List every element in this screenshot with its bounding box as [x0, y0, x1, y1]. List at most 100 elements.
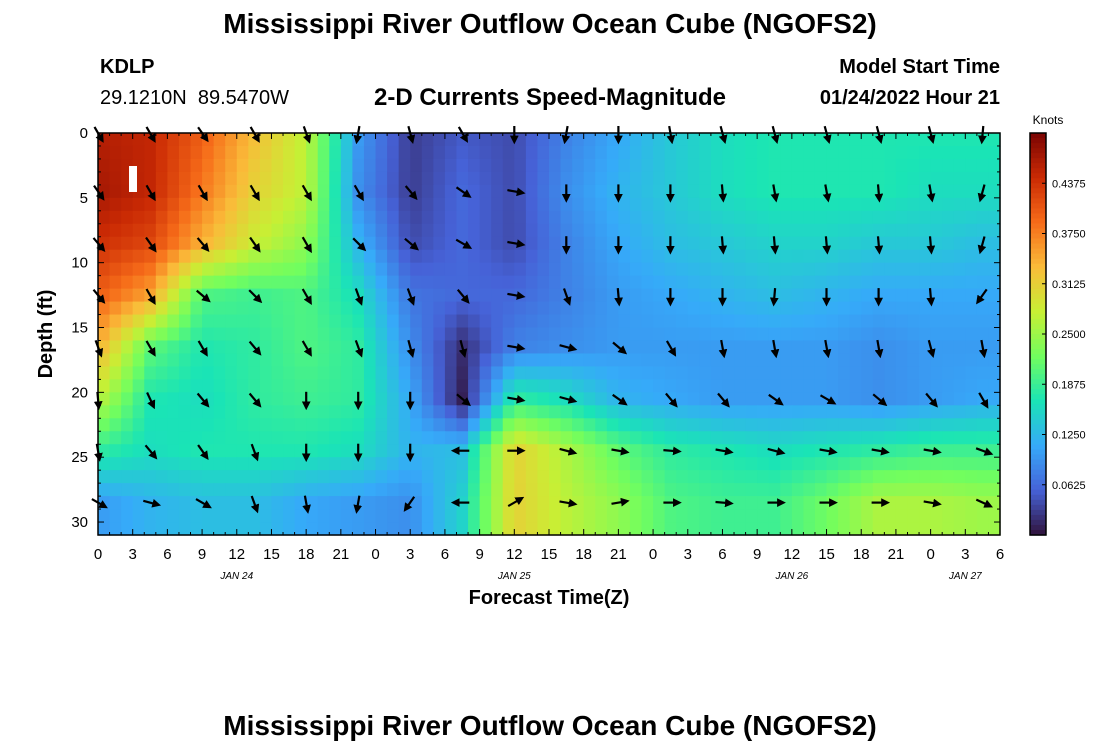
heatmap-cell [375, 353, 388, 368]
colorbar-tick-label: 0.2500 [1052, 329, 1086, 341]
heatmap-cell [202, 418, 215, 432]
heatmap-cell [953, 223, 966, 238]
heatmap-cell [988, 405, 1001, 419]
heatmap-cell [664, 210, 677, 225]
heatmap-cell [826, 223, 839, 238]
heatmap-cell [641, 392, 654, 406]
x-tick-label: 18 [298, 546, 315, 563]
heatmap-cell [167, 262, 180, 277]
heatmap-cell [444, 405, 458, 419]
heatmap-cell [259, 288, 273, 303]
heatmap-cell [629, 158, 643, 173]
heatmap-cell [849, 366, 862, 380]
heatmap-cell [456, 210, 469, 225]
x-tick-label: 9 [475, 546, 483, 563]
heatmap-cell [757, 197, 770, 212]
heatmap-cell [849, 262, 862, 277]
heatmap-cell [722, 288, 735, 303]
heatmap-cell [976, 418, 990, 432]
heatmap-cell [583, 353, 596, 368]
heatmap-cell [722, 379, 735, 393]
heatmap-cell [213, 262, 226, 277]
heatmap-cell [629, 353, 643, 368]
heatmap-cell [780, 522, 793, 536]
heatmap-cell [942, 483, 955, 497]
heatmap-cell [745, 444, 758, 458]
heatmap-cell [225, 197, 238, 212]
heatmap-cell [745, 470, 758, 484]
heatmap-cell [387, 353, 400, 368]
heatmap-cell [363, 444, 377, 458]
heatmap-cell [375, 288, 388, 303]
heatmap-cell [664, 145, 677, 160]
heatmap-cell [468, 133, 481, 147]
heatmap-cell [745, 133, 758, 147]
heatmap-cell [375, 236, 388, 251]
heatmap-cell [838, 171, 851, 186]
current-vector-arrow [612, 393, 628, 406]
heatmap-cell [121, 133, 134, 147]
heatmap-cell [283, 262, 296, 277]
heatmap-cell [167, 236, 180, 251]
heatmap-cell [259, 392, 273, 406]
heatmap-cell [537, 314, 550, 329]
heatmap-cell [248, 418, 261, 432]
heatmap-cell [271, 171, 284, 186]
heatmap-cell [213, 236, 226, 251]
heatmap-cell [213, 522, 226, 536]
heatmap-cell [757, 236, 770, 251]
heatmap-cell [895, 184, 909, 199]
heatmap-cell [190, 262, 203, 277]
heatmap-cell [479, 314, 492, 329]
heatmap-cell [606, 457, 619, 471]
current-vector-arrow [717, 392, 730, 408]
heatmap-cell [410, 353, 423, 368]
heatmap-cell [965, 496, 978, 510]
heatmap-cell [803, 288, 816, 303]
heatmap-cell [98, 236, 111, 251]
heatmap-cell [895, 171, 909, 186]
heatmap-cell [653, 418, 666, 432]
page-title: Mississippi River Outflow Ocean Cube (NG… [223, 8, 877, 39]
heatmap-cell [618, 522, 631, 536]
heatmap-cell [595, 184, 608, 199]
heatmap-cell [710, 431, 724, 445]
heatmap-cell [895, 288, 909, 303]
heatmap-cell [988, 470, 1001, 484]
heatmap-cell [491, 405, 504, 419]
heatmap-cell [213, 483, 226, 497]
heatmap-cell [618, 197, 631, 212]
heatmap-cell [479, 444, 492, 458]
heatmap-cell [283, 405, 296, 419]
heatmap-cell [722, 197, 735, 212]
heatmap-cell [965, 158, 978, 173]
heatmap-cell [583, 392, 596, 406]
heatmap-cell [722, 275, 735, 290]
heatmap-cell [514, 197, 527, 212]
heatmap-cell [930, 457, 943, 471]
heatmap-cell [444, 133, 458, 147]
heatmap-cell [375, 275, 388, 290]
heatmap-cell [178, 431, 192, 445]
heatmap-cell [780, 314, 793, 329]
heatmap-cell [363, 133, 377, 147]
heatmap-cell [178, 145, 192, 160]
heatmap-cell [109, 431, 122, 445]
heatmap-cell [976, 509, 990, 523]
heatmap-cell [178, 223, 192, 238]
colorbar-segment [1030, 303, 1046, 310]
heatmap-cell [641, 236, 654, 251]
heatmap-cell [387, 470, 400, 484]
heatmap-cell [340, 431, 354, 445]
heatmap-cell [479, 392, 492, 406]
heatmap-cell [410, 392, 423, 406]
heatmap-cell [965, 457, 978, 471]
heatmap-cell [803, 236, 816, 251]
heatmap-cell [884, 210, 897, 225]
heatmap-cell [595, 522, 608, 536]
heatmap-cell [98, 509, 111, 523]
heatmap-cell [271, 158, 284, 173]
colorbar-segment [1030, 399, 1046, 405]
heatmap-cell [502, 197, 515, 212]
heatmap-cell [225, 353, 238, 368]
